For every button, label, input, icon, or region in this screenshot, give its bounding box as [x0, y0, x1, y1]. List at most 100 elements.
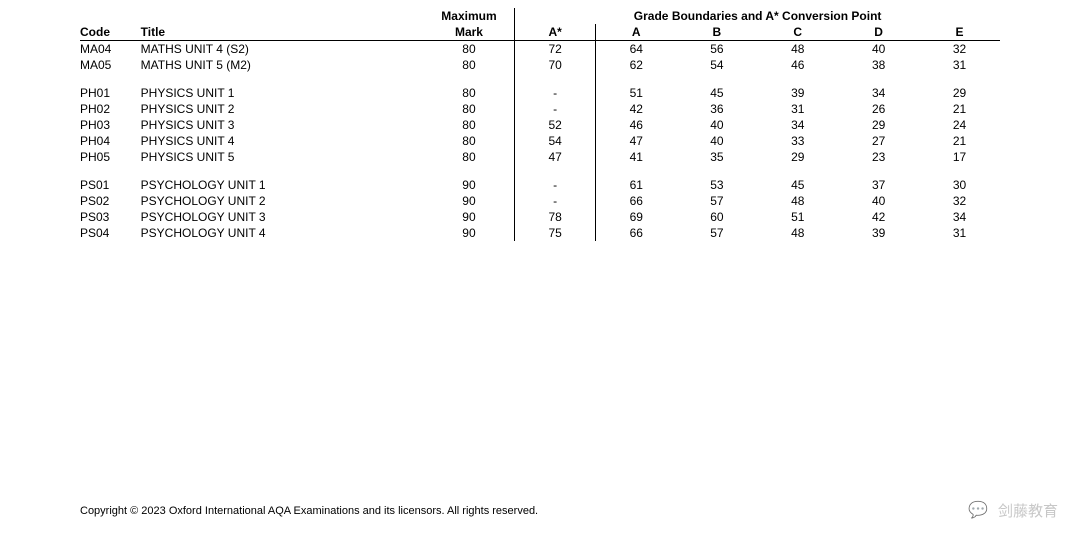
cell-grade: 57 [676, 225, 757, 241]
cell-grade: 30 [919, 177, 1000, 193]
table-row: PS02PSYCHOLOGY UNIT 290-6657484032 [80, 193, 1000, 209]
cell-grade: 32 [919, 41, 1000, 58]
cell-grade: 47 [596, 133, 677, 149]
cell-grade: 23 [838, 149, 919, 165]
table-row: PH01PHYSICS UNIT 180-5145393429 [80, 85, 1000, 101]
table-row: MA04MATHS UNIT 4 (S2)80726456484032 [80, 41, 1000, 58]
cell-grade: 27 [838, 133, 919, 149]
cell-grade: 78 [515, 209, 596, 225]
header-grade-a: A [596, 24, 677, 41]
header-group-title: Grade Boundaries and A* Conversion Point [515, 8, 1000, 24]
cell-grade: 51 [596, 85, 677, 101]
cell-grade: 48 [757, 41, 838, 58]
cell-grade: 40 [676, 117, 757, 133]
header-grade-e: E [919, 24, 1000, 41]
cell-code: PS03 [80, 209, 141, 225]
cell-grade: 46 [596, 117, 677, 133]
cell-grade: 17 [919, 149, 1000, 165]
header-mark: Mark [424, 24, 515, 41]
cell-grade: 56 [676, 41, 757, 58]
cell-max: 80 [424, 85, 515, 101]
cell-grade: 21 [919, 101, 1000, 117]
cell-grade: 26 [838, 101, 919, 117]
cell-code: PH01 [80, 85, 141, 101]
cell-title: PSYCHOLOGY UNIT 4 [141, 225, 424, 241]
cell-title: PSYCHOLOGY UNIT 3 [141, 209, 424, 225]
cell-code: PS02 [80, 193, 141, 209]
table-row: PS03PSYCHOLOGY UNIT 390786960514234 [80, 209, 1000, 225]
cell-grade: 52 [515, 117, 596, 133]
cell-grade: 39 [757, 85, 838, 101]
cell-max: 90 [424, 209, 515, 225]
cell-code: PH02 [80, 101, 141, 117]
cell-code: PS01 [80, 177, 141, 193]
cell-title: PSYCHOLOGY UNIT 2 [141, 193, 424, 209]
table-row: PS04PSYCHOLOGY UNIT 490756657483931 [80, 225, 1000, 241]
cell-grade: 37 [838, 177, 919, 193]
cell-grade: - [515, 193, 596, 209]
cell-grade: 70 [515, 57, 596, 73]
cell-grade: 51 [757, 209, 838, 225]
cell-grade: 31 [757, 101, 838, 117]
cell-grade: 40 [838, 41, 919, 58]
cell-grade: 45 [757, 177, 838, 193]
cell-grade: 66 [596, 193, 677, 209]
cell-max: 90 [424, 225, 515, 241]
cell-title: PHYSICS UNIT 4 [141, 133, 424, 149]
cell-grade: 72 [515, 41, 596, 58]
cell-title: PHYSICS UNIT 3 [141, 117, 424, 133]
cell-grade: 33 [757, 133, 838, 149]
cell-max: 90 [424, 193, 515, 209]
cell-code: PH03 [80, 117, 141, 133]
cell-grade: 32 [919, 193, 1000, 209]
cell-max: 90 [424, 177, 515, 193]
cell-grade: 62 [596, 57, 677, 73]
cell-grade: 40 [676, 133, 757, 149]
table-row: PH04PHYSICS UNIT 480544740332721 [80, 133, 1000, 149]
table-row: PH05PHYSICS UNIT 580474135292317 [80, 149, 1000, 165]
table-row: PH02PHYSICS UNIT 280-4236312621 [80, 101, 1000, 117]
cell-grade: 39 [838, 225, 919, 241]
cell-max: 80 [424, 117, 515, 133]
cell-grade: 36 [676, 101, 757, 117]
watermark-text: 剑藤教育 [998, 500, 1058, 521]
watermark: 💬 剑藤教育 [964, 498, 1058, 522]
cell-grade: 38 [838, 57, 919, 73]
cell-grade: 47 [515, 149, 596, 165]
cell-grade: - [515, 85, 596, 101]
table-row: PS01PSYCHOLOGY UNIT 190-6153453730 [80, 177, 1000, 193]
cell-title: PHYSICS UNIT 2 [141, 101, 424, 117]
cell-grade: 46 [757, 57, 838, 73]
table-row: MA05MATHS UNIT 5 (M2)80706254463831 [80, 57, 1000, 73]
group-spacer [80, 165, 1000, 177]
header-grade-d: D [838, 24, 919, 41]
wechat-icon: 💬 [964, 498, 992, 522]
header-maximum: Maximum [424, 8, 515, 24]
cell-max: 80 [424, 149, 515, 165]
group-spacer [80, 73, 1000, 85]
cell-max: 80 [424, 57, 515, 73]
cell-grade: - [515, 177, 596, 193]
cell-grade: 29 [757, 149, 838, 165]
cell-title: PSYCHOLOGY UNIT 1 [141, 177, 424, 193]
cell-max: 80 [424, 133, 515, 149]
cell-grade: 54 [676, 57, 757, 73]
cell-grade: 60 [676, 209, 757, 225]
cell-title: PHYSICS UNIT 5 [141, 149, 424, 165]
cell-title: MATHS UNIT 5 (M2) [141, 57, 424, 73]
cell-code: PH04 [80, 133, 141, 149]
cell-grade: 29 [838, 117, 919, 133]
table-row: PH03PHYSICS UNIT 380524640342924 [80, 117, 1000, 133]
cell-grade: 42 [838, 209, 919, 225]
cell-grade: 61 [596, 177, 677, 193]
header-grade-astar: A* [515, 24, 596, 41]
header-grade-b: B [676, 24, 757, 41]
cell-grade: 29 [919, 85, 1000, 101]
cell-grade: 66 [596, 225, 677, 241]
cell-grade: 57 [676, 193, 757, 209]
cell-grade: 35 [676, 149, 757, 165]
cell-grade: 45 [676, 85, 757, 101]
cell-grade: 41 [596, 149, 677, 165]
cell-max: 80 [424, 101, 515, 117]
cell-max: 80 [424, 41, 515, 58]
